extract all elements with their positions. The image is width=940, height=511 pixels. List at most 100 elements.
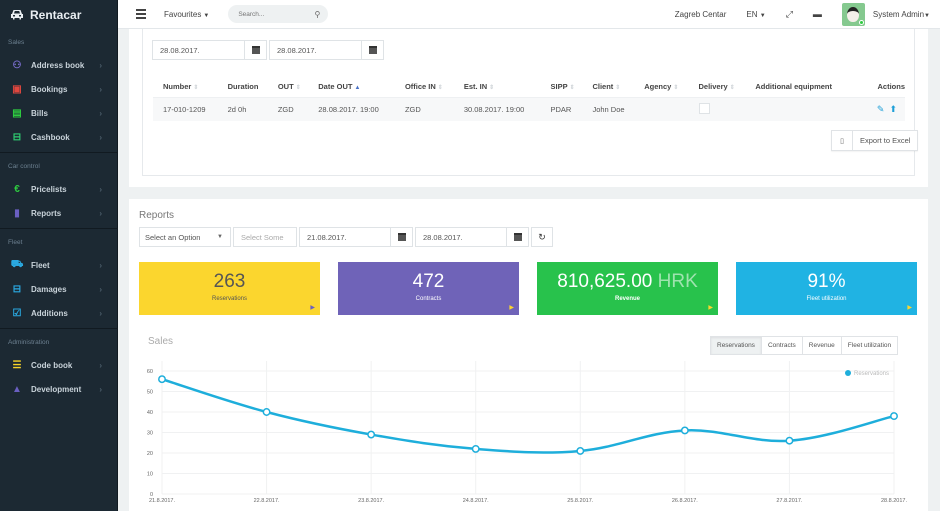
brand[interactable]: Rentacar: [0, 0, 117, 29]
sidebar-item-damages[interactable]: ⊟ Damages ›: [0, 277, 117, 301]
calendar-icon[interactable]: [361, 41, 383, 59]
chevron-right-icon: ›: [99, 184, 102, 194]
table-cell: 2d 0h: [217, 97, 268, 121]
column-header-office-in[interactable]: Office IN ⇕: [394, 76, 454, 98]
sort-icon: ⇕: [569, 84, 575, 91]
sidebar-section-label: Administration: [8, 339, 50, 346]
data-point[interactable]: [576, 447, 585, 455]
column-header-date-out[interactable]: Date OUT ▲: [308, 76, 395, 98]
stat-tile-revenue[interactable]: 810,625.00 HRK Revenue ▶: [537, 262, 718, 315]
caret-down-icon: ▼: [203, 12, 210, 19]
data-point[interactable]: [890, 412, 898, 421]
sidebar-item-label: Development: [31, 384, 82, 394]
sidebar-item-development[interactable]: ▲ Development ›: [0, 377, 117, 401]
data-point[interactable]: [785, 436, 794, 445]
caret-down-icon: ▼: [759, 12, 766, 19]
upload-icon[interactable]: ⬆: [889, 103, 897, 114]
stat-tile-reservations[interactable]: 263 Reservations ▶: [139, 262, 320, 315]
sidebar-item-label: Pricelists: [31, 184, 67, 194]
table-cell: ZGD: [394, 97, 454, 121]
data-point[interactable]: [471, 444, 480, 453]
data-point[interactable]: [367, 430, 376, 439]
y-tick-label: 0: [150, 492, 153, 498]
data-point[interactable]: [680, 426, 689, 435]
select-option-dropdown[interactable]: Select an Option ▼: [139, 227, 231, 247]
language-dropdown[interactable]: EN ▼: [746, 10, 765, 19]
column-header-delivery[interactable]: Delivery ⇕: [688, 76, 746, 98]
sidebar-item-label: Address book: [31, 60, 85, 70]
edit-icon[interactable]: ✎: [876, 103, 885, 114]
stat-label: Revenue: [614, 296, 640, 302]
stat-tile-contracts[interactable]: 472 Contracts ▶: [338, 262, 519, 315]
stat-tile-fleet-utilization[interactable]: 91% Fleet utilization ▶: [736, 262, 917, 315]
avatar[interactable]: [841, 2, 865, 26]
column-header-number[interactable]: Number ⇕: [153, 76, 218, 98]
chart-tab-contracts[interactable]: Contracts: [760, 337, 802, 354]
refresh-button[interactable]: ↻: [531, 227, 553, 247]
user-menu[interactable]: System Admin▼: [873, 10, 930, 19]
sort-icon: ⇕: [193, 84, 199, 91]
chart-tab-reservations[interactable]: Reservations: [711, 337, 761, 354]
sidebar-item-label: Additions: [31, 308, 68, 318]
chat-icon[interactable]: ▬: [812, 9, 822, 19]
sidebar-item-additions[interactable]: ☑ Additions ›: [0, 301, 117, 325]
column-header-client[interactable]: Client ⇕: [582, 76, 635, 98]
table-cell: 30.08.2017. 19:00: [453, 97, 541, 121]
fullscreen-icon[interactable]: ⤢: [785, 8, 793, 19]
bookings-box: 28.08.2017. 28.08.2017. Number ⇕ Duration O…: [142, 29, 918, 176]
user-icon: ▲: [12, 383, 22, 395]
sort-icon: ⇕: [489, 84, 495, 91]
bookings-date-to[interactable]: 28.08.2017.: [269, 40, 384, 60]
chart-tab-revenue[interactable]: Revenue: [801, 337, 841, 354]
header-right: Zagreb Centar EN ▼ ⤢ ▬ System Admin▼: [675, 0, 940, 29]
export-to-excel-button[interactable]: ▯ Export to Excel: [831, 130, 918, 151]
bookings-table: Number ⇕ Duration OUT ⇕ Date OUT ▲ Office IN ⇕ Es…: [153, 76, 905, 121]
reports-date-to[interactable]: 28.08.2017.: [415, 227, 529, 247]
online-status-dot: [858, 19, 864, 25]
column-header-agency[interactable]: Agency ⇕: [634, 76, 689, 98]
calendar-icon[interactable]: [244, 41, 266, 59]
sidebar-item-label: Bookings: [31, 84, 68, 94]
sidebar-item-bookings[interactable]: ▣ Bookings ›: [0, 77, 117, 101]
bookings-date-from[interactable]: 28.08.2017.: [152, 40, 267, 60]
menu-toggle-icon[interactable]: [136, 9, 146, 19]
sidebar-item-bills[interactable]: ▤ Bills ›: [0, 101, 117, 125]
sidebar-item-label: Bills: [31, 108, 48, 118]
x-tick-label: 24.8.2017.: [463, 498, 489, 504]
column-header-out[interactable]: OUT ⇕: [267, 76, 309, 98]
sales-line-chart: 0 10 20 30 40 50 60 21.8.2017. 22.8.2017. 23.8.20…: [147, 361, 907, 504]
reports-date-from[interactable]: 21.08.2017.: [299, 227, 413, 247]
sidebar-item-reports[interactable]: ▮ Reports ›: [0, 201, 117, 225]
sidebar-item-fleet[interactable]: ⛟ Fleet ›: [0, 253, 117, 277]
stat-value: 91%: [807, 271, 846, 292]
cashbook-icon: ⊟: [12, 131, 22, 143]
calendar-icon[interactable]: [390, 228, 412, 246]
select-some-input[interactable]: Select Some: [233, 227, 297, 247]
data-point[interactable]: [158, 375, 166, 384]
search-icon[interactable]: ⚲: [314, 9, 321, 19]
calendar-icon[interactable]: [506, 228, 528, 246]
sidebar-item-code-book[interactable]: ☰ Code book ›: [0, 353, 117, 377]
caret-right-icon: ▶: [907, 305, 912, 311]
table-row[interactable]: 17-010-1209 2d 0h ZGD 28.08.2017. 19:00 ZGD 3…: [153, 97, 905, 121]
sidebar-item-pricelists[interactable]: € Pricelists ›: [0, 177, 117, 201]
reports-panel: Reports Select an Option ▼ Select Some 21…: [129, 199, 928, 511]
delivery-checkbox[interactable]: [698, 102, 710, 114]
stat-label: Fleet utilization: [806, 296, 847, 302]
table-cell: [745, 97, 852, 121]
stat-value: 472: [412, 271, 445, 292]
favourites-dropdown[interactable]: Favourites ▼: [164, 10, 209, 19]
chart-tab-fleet-utilization[interactable]: Fleet utilization: [840, 337, 898, 354]
sidebar-item-cashbook[interactable]: ⊟ Cashbook ›: [0, 125, 117, 149]
data-point[interactable]: [262, 408, 271, 416]
list-icon: ☰: [12, 359, 22, 371]
stat-label: Contracts: [415, 296, 442, 302]
location-selector[interactable]: Zagreb Centar: [674, 9, 727, 19]
column-header-est-in[interactable]: Est. IN ⇕: [453, 76, 541, 98]
sidebar-item-address-book[interactable]: ⚇ Address book ›: [0, 53, 117, 77]
sort-icon: ⇕: [615, 84, 621, 91]
x-tick-label: 27.8.2017.: [776, 498, 802, 504]
sort-icon: ⇕: [437, 84, 443, 91]
column-header-sipp[interactable]: SIPP ⇕: [540, 76, 583, 98]
search-input[interactable]: [238, 10, 309, 18]
